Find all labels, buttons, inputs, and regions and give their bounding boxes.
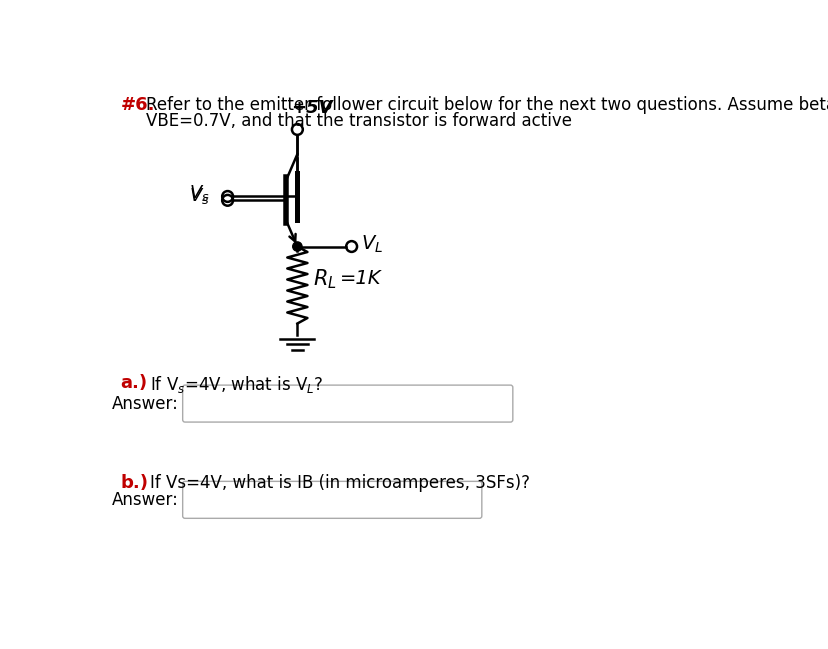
Circle shape (292, 242, 301, 251)
Text: $R_L$: $R_L$ (312, 267, 336, 291)
Text: #6.: #6. (121, 96, 155, 114)
Text: $V_L$: $V_L$ (360, 234, 383, 255)
Text: VBE=0.7V, and that the transistor is forward active: VBE=0.7V, and that the transistor is for… (146, 112, 571, 130)
FancyBboxPatch shape (182, 482, 481, 519)
Text: Answer:: Answer: (112, 491, 179, 509)
Text: $V_s$: $V_s$ (189, 186, 209, 206)
FancyBboxPatch shape (182, 385, 513, 422)
Text: If Vs=4V, what is IB (in microamperes, 3SFs)?: If Vs=4V, what is IB (in microamperes, 3… (150, 474, 529, 492)
Text: b.): b.) (121, 474, 148, 492)
Text: Refer to the emitter follower circuit below for the next two questions. Assume b: Refer to the emitter follower circuit be… (146, 96, 828, 114)
Text: $V_s$: $V_s$ (189, 182, 209, 202)
Text: Answer:: Answer: (112, 395, 179, 413)
Text: If V$_s$=4V, what is V$_L$?: If V$_s$=4V, what is V$_L$? (150, 374, 323, 395)
Text: a.): a.) (121, 374, 147, 391)
Text: =1K: =1K (339, 269, 381, 288)
Text: +5V: +5V (291, 99, 332, 117)
